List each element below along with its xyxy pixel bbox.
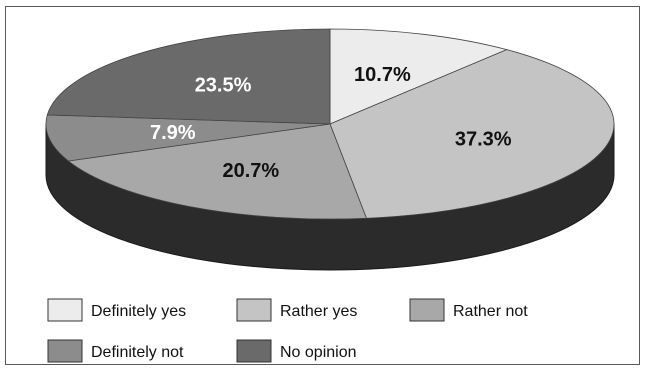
legend-swatch bbox=[47, 339, 83, 363]
legend-swatch bbox=[47, 298, 83, 322]
pie-slice-definitely-not bbox=[45, 114, 331, 162]
pie-slice-rather-yes bbox=[329, 49, 615, 219]
legend-swatch bbox=[236, 339, 272, 363]
legend-swatch bbox=[236, 298, 272, 322]
legend-label: Definitely yes bbox=[91, 303, 186, 320]
legend-label: Definitely not bbox=[91, 344, 184, 361]
pie-slice-no-opinion bbox=[46, 28, 331, 125]
pie-value-label: 10.7% bbox=[354, 64, 411, 86]
pie-value-label: 7.9% bbox=[150, 122, 196, 144]
legend-label: No opinion bbox=[280, 344, 357, 361]
legend-label: Rather not bbox=[453, 303, 528, 320]
legend-item: Rather not bbox=[409, 298, 528, 322]
pie-value-label: 23.5% bbox=[195, 75, 252, 97]
legend-swatch bbox=[409, 298, 445, 322]
pie-value-label: 20.7% bbox=[222, 160, 279, 182]
pie-value-label: 37.3% bbox=[455, 128, 512, 150]
legend: Definitely yes Rather yes Rather not Defini… bbox=[47, 298, 528, 363]
pie-value-labels: 10.7% 37.3% 20.7% 7.9% 23.5% bbox=[150, 64, 512, 182]
legend-item: Definitely not bbox=[47, 339, 184, 363]
legend-item: No opinion bbox=[236, 339, 357, 363]
pie-top-face bbox=[45, 28, 615, 220]
legend-item: Definitely yes bbox=[47, 298, 186, 322]
pie-slice-rather-not bbox=[67, 123, 368, 220]
legend-item: Rather yes bbox=[236, 298, 357, 322]
pie-slice-definitely-yes bbox=[329, 28, 508, 125]
legend-label: Rather yes bbox=[280, 303, 357, 320]
